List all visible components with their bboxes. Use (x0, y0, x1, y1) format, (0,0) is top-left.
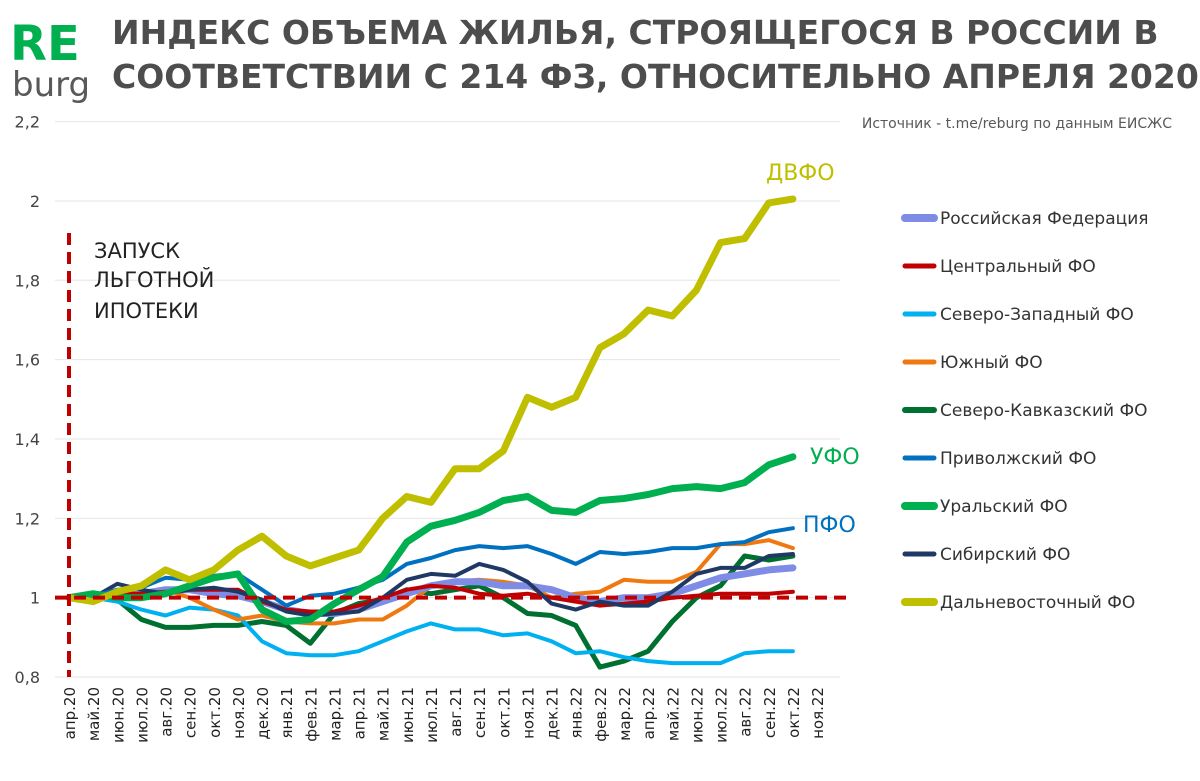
x-tick-label: июн.22 (688, 687, 706, 743)
y-tick-label: 1,6 (15, 351, 40, 370)
x-axis-ticks: апр.20 май.20 июн.20 июл.20 авг.20 сен.20 окт.… (61, 687, 827, 743)
legend-label: Приволжский ФО (940, 449, 1096, 469)
logo-re: RE (10, 16, 80, 72)
y-tick-label: 2,2 (15, 113, 40, 132)
label-pfo: ПФО (803, 513, 856, 538)
y-tick-label: 2 (30, 192, 40, 211)
x-tick-label: окт.22 (785, 687, 803, 738)
x-tick-label: мар.21 (326, 687, 344, 741)
x-tick-label: май.20 (85, 687, 103, 741)
x-tick-label: окт.21 (495, 687, 513, 738)
series-line-6 (65, 453, 797, 625)
y-tick-label: 1,2 (15, 509, 40, 528)
launch-annotation: ЗАПУСК ЛЬГОТНОЙ ИПОТЕКИ (94, 239, 214, 323)
x-tick-label: янв.22 (568, 687, 586, 739)
annotation-line: ЛЬГОТНОЙ (94, 267, 214, 292)
chart-title-line-1: ИНДЕКС ОБЪЕМА ЖИЛЬЯ, СТРОЯЩЕГОСЯ В РОССИ… (112, 13, 1159, 52)
y-tick-label: 1,8 (15, 271, 40, 290)
legend-label: Южный ФО (940, 353, 1043, 373)
x-tick-label: авг.21 (447, 687, 465, 737)
legend-label: Сибирский ФО (940, 545, 1070, 565)
x-tick-label: июл.20 (133, 687, 151, 743)
x-tick-label: фев.21 (302, 687, 320, 742)
legend: Российская Федерация Центральный ФО Северо… (901, 209, 1148, 613)
logo: RE burg (10, 16, 90, 105)
x-tick-label: мар.22 (616, 687, 634, 741)
series-line-4 (66, 553, 796, 670)
x-tick-label: сен.21 (471, 687, 489, 738)
x-tick-label: сен.22 (761, 687, 779, 738)
x-tick-label: сен.20 (182, 687, 200, 738)
x-tick-label: июл.22 (713, 687, 731, 743)
x-tick-label: окт.20 (206, 687, 224, 738)
annotation-line: ИПОТЕКИ (94, 299, 199, 323)
series-line-7 (67, 552, 795, 618)
legend-label: Уральский ФО (940, 497, 1068, 517)
x-tick-label: авг.22 (737, 687, 755, 737)
y-tick-label: 1,4 (15, 430, 40, 449)
legend-label: Российская Федерация (940, 209, 1148, 229)
label-ufo: УФО (810, 445, 860, 470)
x-tick-label: ноя.21 (519, 687, 537, 739)
y-tick-label: 0,8 (15, 668, 40, 687)
series-lines (55, 195, 850, 677)
logo-burg: burg (12, 65, 90, 105)
x-tick-label: апр.20 (61, 687, 79, 739)
source-note: Источник - t.me/reburg по данным ЕИСЖС (862, 116, 1172, 132)
chart-title-line-2: СООТВЕТСТВИИ С 214 ФЗ, ОТНОСИТЕЛЬНО АПРЕ… (112, 57, 1199, 96)
x-tick-label: май.22 (664, 687, 682, 741)
y-tick-label: 1 (30, 589, 40, 608)
annotation-line: ЗАПУСК (94, 239, 180, 263)
x-tick-label: июл.21 (423, 687, 441, 743)
x-tick-label: апр.21 (351, 687, 369, 739)
x-tick-label: июн.21 (399, 687, 417, 743)
legend-label: Северо-Кавказский ФО (940, 401, 1148, 421)
x-tick-label: янв.21 (278, 687, 296, 739)
x-tick-label: май.21 (375, 687, 393, 741)
series-line-8 (65, 195, 797, 606)
series-line-2 (67, 595, 795, 666)
x-tick-label: ноя.20 (230, 687, 248, 739)
x-tick-label: апр.22 (640, 687, 658, 739)
y-axis-ticks: 0,8 1 1,2 1,4 1,6 1,8 2 2,2 (15, 113, 40, 687)
x-tick-label: дек.21 (544, 687, 562, 740)
legend-label: Центральный ФО (940, 257, 1096, 277)
legend-label: Дальневосточный ФО (940, 593, 1135, 613)
label-dvfo: ДВФО (766, 161, 835, 186)
x-tick-label: дек.20 (254, 687, 272, 740)
x-tick-label: авг.20 (158, 687, 176, 737)
x-tick-label: фев.22 (592, 687, 610, 742)
x-tick-label: ноя.22 (809, 687, 827, 739)
x-tick-label: июн.20 (109, 687, 127, 743)
legend-label: Северо-Западный ФО (940, 305, 1134, 325)
